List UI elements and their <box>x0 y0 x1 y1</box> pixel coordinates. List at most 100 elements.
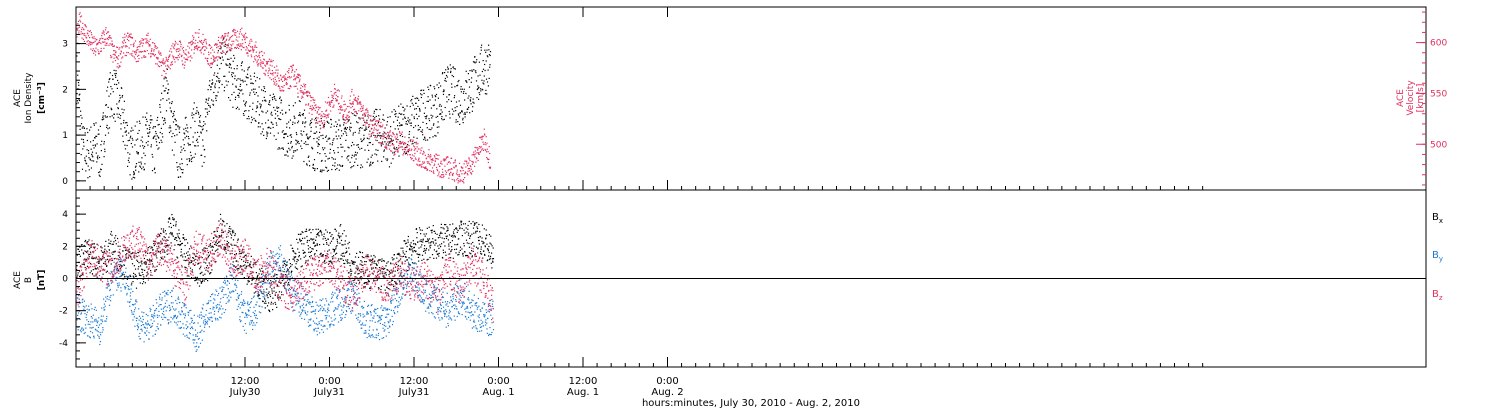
ion-density-point-1473 <box>473 61 475 63</box>
ion-density-point-1378 <box>448 99 450 101</box>
bx-point-920 <box>324 262 326 264</box>
velocity-point-483 <box>206 58 208 60</box>
bx-point-1130 <box>381 260 383 262</box>
velocity-point-188 <box>126 38 128 40</box>
bx-point-1060 <box>362 264 364 266</box>
by-point-371 <box>176 316 178 319</box>
ion-density-point-384 <box>179 167 181 169</box>
ion-density-point-62 <box>92 139 94 142</box>
velocity-point-321 <box>162 58 164 60</box>
ion-density-point-1277 <box>420 96 422 99</box>
ion-density-point-815 <box>296 133 298 136</box>
velocity-point-713 <box>268 67 270 69</box>
ion-density-point-294 <box>155 138 157 140</box>
ion-density-point-1361 <box>443 90 445 92</box>
velocity-point-879 <box>313 108 315 110</box>
velocity-point-852 <box>306 91 308 93</box>
ion-density-point-1221 <box>405 121 407 123</box>
ion-density-point-515 <box>215 97 217 99</box>
bx-point-1538 <box>491 267 493 269</box>
bx-point-70 <box>94 267 97 269</box>
ion-density-point-699 <box>264 91 266 93</box>
ion-density-point-345 <box>169 102 171 104</box>
velocity-point-1188 <box>396 136 398 138</box>
ion-density-point-34 <box>85 170 87 172</box>
velocity-point-1497 <box>480 147 482 149</box>
velocity-point-1320 <box>432 159 434 161</box>
ion-density-point-998 <box>345 132 347 134</box>
ion-density-point-633 <box>246 73 249 75</box>
velocity-point-1012 <box>349 99 351 101</box>
by-point-120 <box>108 298 110 301</box>
velocity-point-1530 <box>489 152 491 155</box>
velocity-point-418 <box>188 47 191 49</box>
velocity-point-1441 <box>465 172 467 174</box>
ion-density-point-1009 <box>348 147 350 149</box>
velocity-point-365 <box>174 61 176 63</box>
ion-density-point-1528 <box>488 77 490 79</box>
by-point-228 <box>137 326 139 328</box>
velocity-point-817 <box>296 77 298 79</box>
bx-point-1512 <box>484 254 486 256</box>
ion-density-point-99 <box>102 112 104 114</box>
ion-density-point-872 <box>311 118 313 120</box>
by-point-10 <box>78 298 80 300</box>
ion-density-point-1269 <box>418 128 420 131</box>
by-point-312 <box>160 324 162 326</box>
bx-point-1389 <box>451 246 453 248</box>
ion-density-point-55 <box>90 167 92 169</box>
bx-point-55 <box>90 270 92 272</box>
ion-density-point-262 <box>146 128 148 130</box>
velocity-point-34 <box>85 35 87 37</box>
velocity-point-1321 <box>432 171 434 173</box>
ion-density-point-616 <box>242 93 244 95</box>
ion-density-point-0 <box>76 103 78 105</box>
velocity-point-625 <box>244 41 246 44</box>
velocity-point-191 <box>127 36 129 38</box>
velocity-point-888 <box>315 116 317 118</box>
ion-density-point-164 <box>120 128 122 130</box>
velocity-point-238 <box>140 40 142 42</box>
bx-point-498 <box>210 246 212 248</box>
ion-density-point-690 <box>262 111 264 113</box>
ion-density-point-186 <box>126 122 128 124</box>
ion-density-point-1423 <box>460 88 462 90</box>
velocity-point-644 <box>249 46 252 48</box>
ion-density-point-727 <box>272 123 274 125</box>
velocity-point-1116 <box>377 123 379 125</box>
ion-density-point-432 <box>192 136 194 138</box>
velocity-point-1310 <box>429 164 431 166</box>
velocity-point-1060 <box>362 109 364 111</box>
bx-point-327 <box>164 251 166 253</box>
ion-density-point-498 <box>210 66 212 69</box>
bx-point-368 <box>175 223 177 225</box>
ion-density-point-629 <box>245 101 247 103</box>
ion-density-point-418 <box>188 160 191 162</box>
bx-point-719 <box>270 280 272 282</box>
bx-point-1038 <box>356 265 358 267</box>
velocity-point-949 <box>332 106 334 108</box>
bx-point-875 <box>312 229 314 231</box>
velocity-point-209 <box>132 50 134 52</box>
ion-density-point-1146 <box>385 158 387 160</box>
bx-point-1056 <box>361 268 363 271</box>
bx-point-704 <box>266 288 268 290</box>
bx-point-829 <box>299 240 301 242</box>
ion-density-point-545 <box>223 75 225 77</box>
by-point-274 <box>150 326 152 328</box>
bx-point-305 <box>158 242 160 244</box>
ion-density-point-1339 <box>437 121 439 123</box>
bx-point-256 <box>145 252 147 254</box>
ion-density-point-836 <box>301 113 303 116</box>
bx-point-497 <box>210 272 212 274</box>
velocity-point-1491 <box>478 153 480 155</box>
velocity-point-57 <box>91 43 93 45</box>
bx-point-962 <box>335 230 337 232</box>
velocity-point-526 <box>218 36 220 38</box>
bx-point-956 <box>334 249 336 251</box>
bx-point-265 <box>147 273 149 275</box>
ion-density-point-560 <box>227 64 229 66</box>
velocity-point-435 <box>193 52 195 54</box>
by-point-287 <box>153 320 155 322</box>
by-point-162 <box>119 263 121 265</box>
